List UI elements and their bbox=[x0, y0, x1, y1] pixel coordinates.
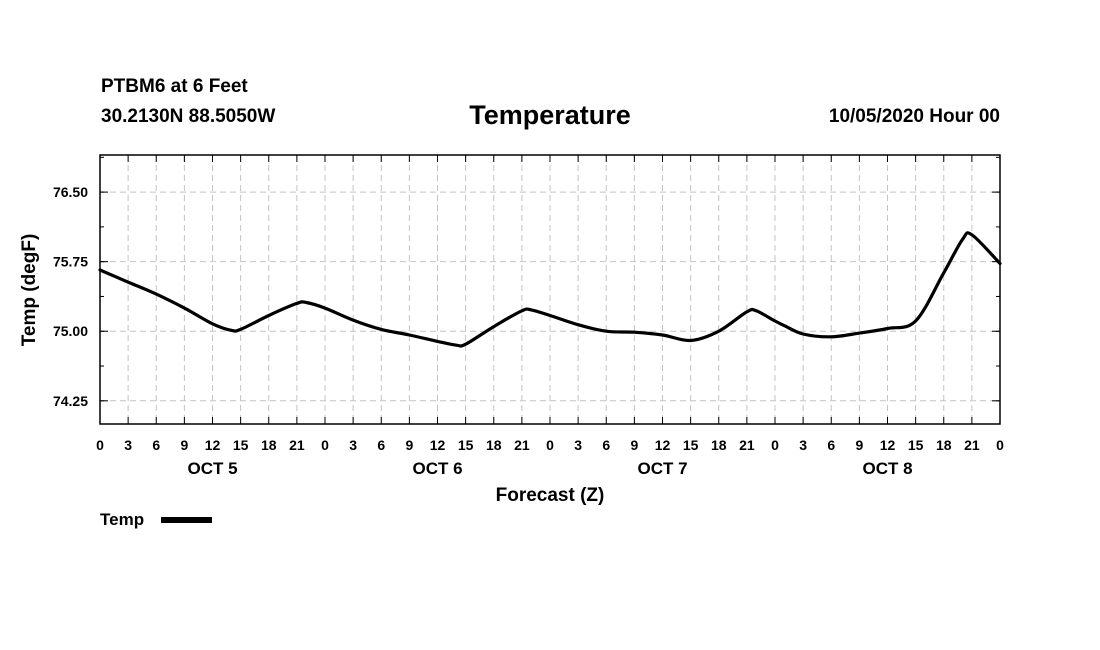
coordinates-label: 30.2130N 88.5050W bbox=[101, 106, 276, 127]
x-tick-label: 6 bbox=[377, 437, 385, 453]
y-tick-label: 75.75 bbox=[53, 254, 88, 270]
x-tick-label: 12 bbox=[205, 437, 221, 453]
x-tick-label: 18 bbox=[486, 437, 502, 453]
grid-lines bbox=[100, 155, 1000, 424]
x-tick-label: 15 bbox=[233, 437, 249, 453]
x-tick-label: 6 bbox=[602, 437, 610, 453]
y-axis-title: Temp (degF) bbox=[19, 234, 40, 347]
x-tick-label: 0 bbox=[96, 437, 104, 453]
x-tick-label: 21 bbox=[739, 437, 755, 453]
day-labels: OCT 5 OCT 6 OCT 7 OCT 8 bbox=[187, 459, 912, 478]
x-tick-label: 0 bbox=[546, 437, 554, 453]
x-tick-label: 15 bbox=[908, 437, 924, 453]
x-tick-label: 15 bbox=[683, 437, 699, 453]
x-tick-label: 21 bbox=[964, 437, 980, 453]
x-tick-label: 18 bbox=[261, 437, 277, 453]
x-tick-label: 21 bbox=[514, 437, 530, 453]
x-tick-label: 3 bbox=[574, 437, 582, 453]
station-label: PTBM6 at 6 Feet bbox=[101, 76, 248, 97]
x-axis-title: Forecast (Z) bbox=[496, 485, 605, 506]
plot-frame bbox=[99, 154, 1001, 425]
x-tick-label: 3 bbox=[799, 437, 807, 453]
day-label: OCT 8 bbox=[862, 459, 912, 478]
x-tick-label: 12 bbox=[880, 437, 896, 453]
y-tick-label: 74.25 bbox=[53, 393, 88, 409]
x-tick-label: 12 bbox=[430, 437, 446, 453]
temp-series-line bbox=[98, 231, 1002, 348]
legend-label-temp: Temp bbox=[100, 510, 144, 529]
x-tick-labels: 0 3 6 9 12 15 18 21 0 3 6 9 12 15 18 21 0 3 6 9 12 15 18 21 0 3 6 9… bbox=[96, 437, 1004, 453]
x-tick-label: 9 bbox=[630, 437, 638, 453]
x-tick-label: 21 bbox=[289, 437, 305, 453]
x-tick-label: 12 bbox=[655, 437, 671, 453]
day-label: OCT 6 bbox=[412, 459, 462, 478]
chart-title: Temperature bbox=[469, 100, 631, 130]
x-tick-label: 6 bbox=[827, 437, 835, 453]
x-tick-label: 9 bbox=[180, 437, 188, 453]
y-tick-labels: 74.25 75.00 75.75 76.50 bbox=[53, 184, 88, 409]
x-tick-label: 0 bbox=[771, 437, 779, 453]
x-tick-label: 3 bbox=[124, 437, 132, 453]
run-time-label: 10/05/2020 Hour 00 bbox=[828, 106, 1000, 127]
x-tick-label: 15 bbox=[458, 437, 474, 453]
day-label: OCT 7 bbox=[637, 459, 687, 478]
x-tick-label: 0 bbox=[321, 437, 329, 453]
x-tick-label: 6 bbox=[152, 437, 160, 453]
x-tick-label: 18 bbox=[936, 437, 952, 453]
legend: Temp bbox=[100, 510, 212, 529]
day-label: OCT 5 bbox=[187, 459, 237, 478]
x-tick-label: 0 bbox=[996, 437, 1004, 453]
x-tick-label: 18 bbox=[711, 437, 727, 453]
y-tick-label: 75.00 bbox=[53, 323, 88, 339]
x-tick-label: 9 bbox=[855, 437, 863, 453]
x-tick-label: 9 bbox=[405, 437, 413, 453]
x-tick-label: 3 bbox=[349, 437, 357, 453]
y-tick-label: 76.50 bbox=[53, 184, 88, 200]
